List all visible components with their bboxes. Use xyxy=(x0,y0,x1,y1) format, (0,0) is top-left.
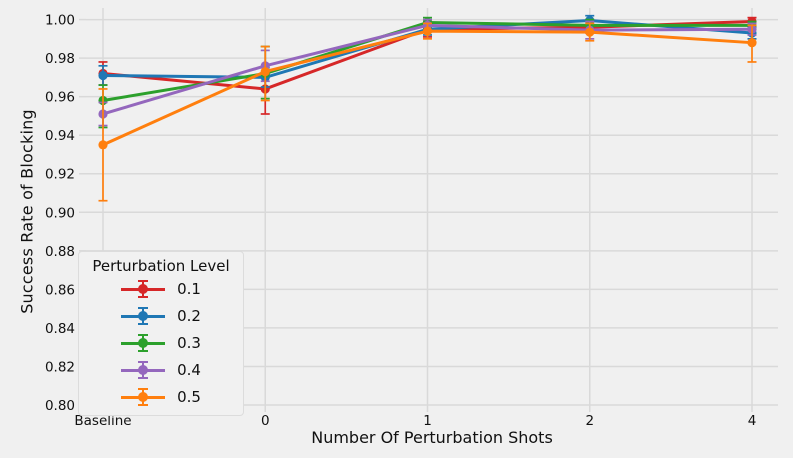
y-tick-label: 0.98 xyxy=(45,51,75,67)
data-point xyxy=(98,70,108,81)
errorbar-marker-icon xyxy=(121,387,166,407)
legend-item: 0.1 xyxy=(121,278,201,300)
legend-title: Perturbation Level xyxy=(92,257,230,275)
y-tick-label: 0.96 xyxy=(45,90,75,106)
legend-item: 0.3 xyxy=(121,332,201,354)
x-tick-label: 1 xyxy=(423,413,432,429)
data-point xyxy=(422,26,433,36)
legend-item-label: 0.3 xyxy=(177,334,201,352)
errorbar-marker-icon xyxy=(121,333,166,353)
legend-item-label: 0.5 xyxy=(177,388,201,406)
x-tick-label: 2 xyxy=(585,413,594,429)
legend-items: 0.1 0.2 0.3 0.4 0.5 xyxy=(121,278,201,408)
y-tick-label: 1.00 xyxy=(45,13,75,29)
legend: Perturbation Level 0.1 0.2 0.3 0.4 0.5 xyxy=(78,251,244,416)
errorbar-marker-icon xyxy=(121,360,166,380)
y-tick-label: 0.84 xyxy=(45,321,75,337)
errorbar-marker-icon xyxy=(121,306,166,326)
y-tick-label: 0.82 xyxy=(45,359,75,375)
x-tick-label: 0 xyxy=(261,413,270,429)
legend-item: 0.4 xyxy=(121,359,201,381)
x-tick-label: 4 xyxy=(748,413,757,429)
legend-item-label: 0.4 xyxy=(177,361,201,379)
data-point xyxy=(585,27,595,37)
legend-item-label: 0.1 xyxy=(177,280,201,298)
legend-item-label: 0.2 xyxy=(177,307,201,325)
y-tick-label: 0.92 xyxy=(45,167,75,183)
y-tick-label: 0.80 xyxy=(45,398,75,414)
legend-item: 0.5 xyxy=(121,386,201,408)
x-axis-label: Number Of Perturbation Shots xyxy=(311,428,553,447)
x-tick-label: Baseline xyxy=(74,413,131,429)
data-point xyxy=(747,38,757,48)
data-point xyxy=(260,66,270,77)
errorbar-marker-icon xyxy=(121,279,166,299)
legend-item: 0.2 xyxy=(121,305,201,327)
y-tick-label: 0.90 xyxy=(45,205,75,221)
y-tick-label: 0.94 xyxy=(45,128,75,144)
y-tick-label: 0.88 xyxy=(45,244,75,260)
data-point xyxy=(98,140,108,150)
y-tick-label: 0.86 xyxy=(45,282,75,298)
y-axis-label: Success Rate of Blocking xyxy=(17,109,37,314)
